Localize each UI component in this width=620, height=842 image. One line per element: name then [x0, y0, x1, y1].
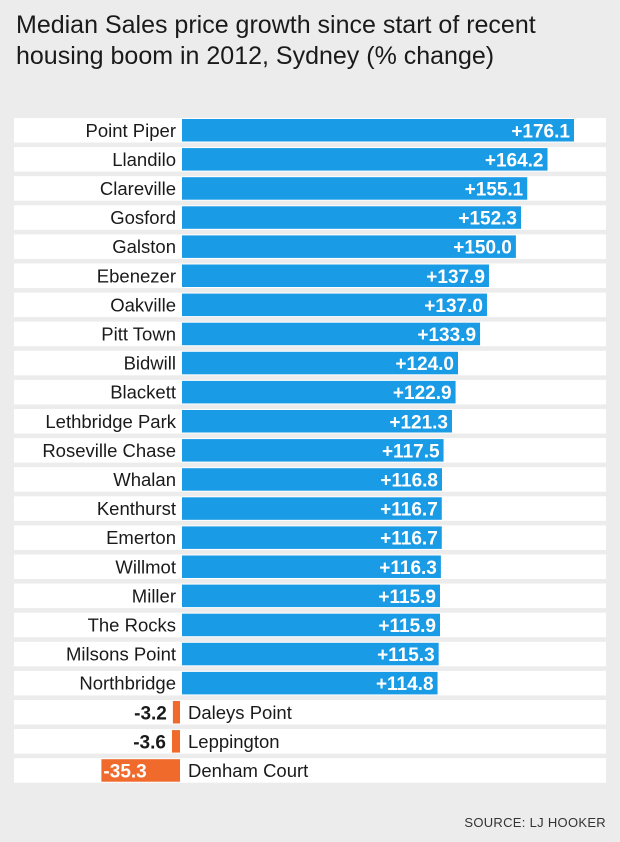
- category-label: Leppington: [188, 731, 280, 752]
- category-label: Miller: [132, 585, 176, 606]
- value-label: +137.9: [426, 267, 485, 288]
- bar: [182, 468, 442, 491]
- row-background: [14, 729, 606, 754]
- value-label: +115.9: [378, 587, 436, 608]
- value-label: +116.8: [380, 470, 438, 491]
- value-label: +116.7: [380, 529, 438, 550]
- value-label: +114.8: [376, 674, 434, 695]
- row-background: [14, 700, 606, 725]
- category-label: Galston: [112, 236, 176, 257]
- value-label: +121.3: [389, 412, 448, 433]
- bar: [101, 759, 180, 782]
- bar: [182, 293, 487, 317]
- bar: [182, 613, 440, 637]
- bar: [182, 410, 453, 433]
- bar: [182, 555, 441, 578]
- category-label: Milsons Point: [66, 644, 176, 665]
- category-label: Whalan: [113, 469, 176, 490]
- category-label: Lethbridge Park: [45, 411, 176, 432]
- value-label: -3.6: [133, 732, 166, 753]
- bar: [171, 730, 180, 753]
- bar: [182, 322, 481, 346]
- category-label: Daleys Point: [188, 702, 292, 723]
- bar: [182, 584, 440, 608]
- value-label: -3.2: [134, 703, 167, 724]
- value-label: +117.5: [382, 441, 440, 462]
- value-label: +116.3: [379, 558, 437, 579]
- category-label: Denham Court: [188, 760, 308, 781]
- category-label: Clareville: [100, 178, 176, 199]
- bar: [182, 526, 442, 549]
- value-label: +115.3: [377, 645, 435, 666]
- category-label: Ebenezer: [97, 265, 176, 286]
- value-label: +115.9: [378, 616, 436, 637]
- value-label: +116.7: [380, 500, 438, 521]
- bar: [182, 119, 574, 142]
- value-label: +133.9: [417, 325, 476, 346]
- category-label: Northbridge: [79, 673, 176, 694]
- source-note: SOURCE: LJ HOOKER: [464, 815, 606, 830]
- value-label: +164.2: [485, 150, 544, 171]
- category-label: Willmot: [115, 556, 176, 577]
- bar: [182, 148, 548, 171]
- bar: [172, 701, 180, 724]
- category-label: Gosford: [110, 207, 176, 228]
- category-label: Point Piper: [86, 120, 177, 141]
- bar: [182, 439, 444, 462]
- bar: [182, 177, 528, 200]
- category-label: Emerton: [106, 527, 176, 548]
- value-label: +155.1: [465, 179, 524, 200]
- bar: [182, 497, 442, 520]
- value-label: +124.0: [395, 354, 454, 375]
- value-label: +150.0: [453, 238, 512, 259]
- value-label: +137.0: [424, 296, 483, 317]
- category-label: Blackett: [110, 382, 176, 403]
- category-label: Oakville: [110, 294, 176, 315]
- category-label: Bidwill: [124, 353, 176, 374]
- bar: [182, 380, 456, 404]
- bar: [182, 264, 489, 287]
- category-label: Pitt Town: [101, 323, 176, 344]
- value-label: +122.9: [393, 383, 452, 404]
- value-label: +176.1: [511, 121, 570, 142]
- value-label: -35.3: [103, 761, 146, 782]
- category-label: The Rocks: [88, 614, 176, 635]
- bar: [182, 351, 459, 375]
- bar: [182, 642, 439, 666]
- category-label: Kenthurst: [97, 498, 176, 519]
- bar: [182, 235, 516, 258]
- bar: [182, 206, 522, 229]
- value-label: +152.3: [458, 209, 517, 230]
- chart-title: Median Sales price growth since start of…: [16, 11, 536, 70]
- category-label: Llandilo: [112, 149, 176, 170]
- category-label: Roseville Chase: [42, 440, 176, 461]
- bar: [182, 671, 438, 695]
